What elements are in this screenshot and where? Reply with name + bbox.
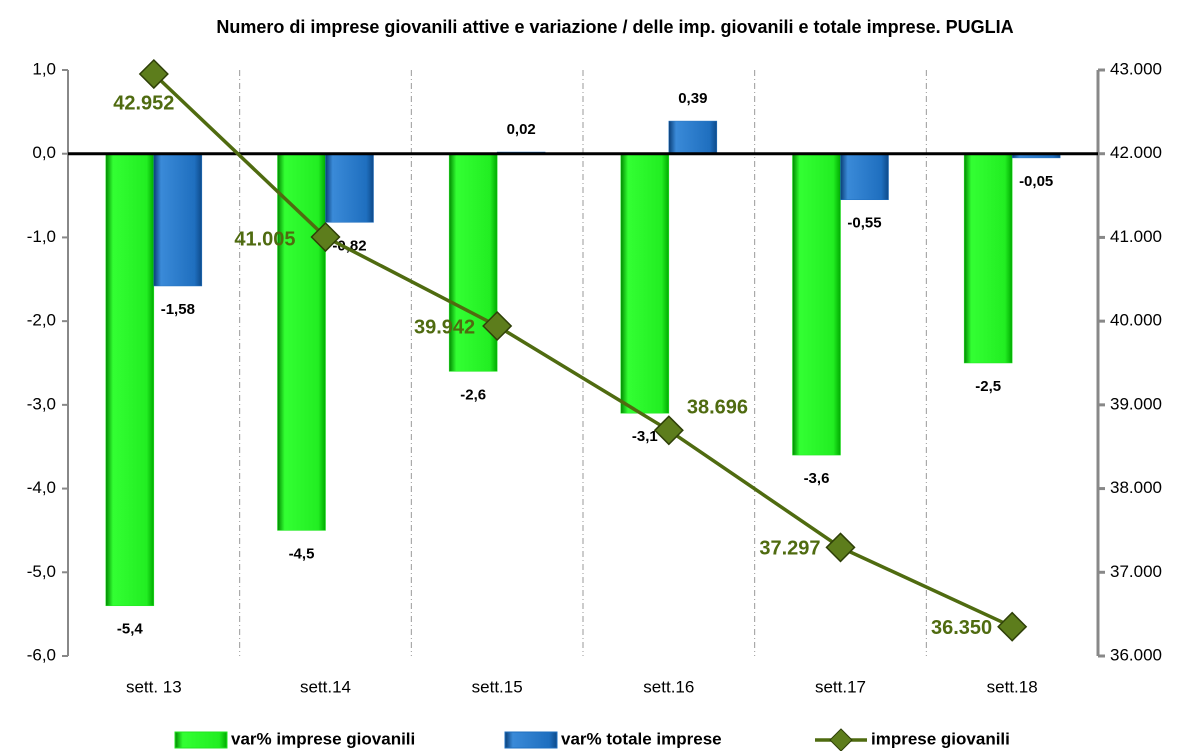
bar: [153, 153, 203, 287]
x-tick-label: sett.16: [643, 677, 694, 696]
legend-swatch: [504, 731, 558, 749]
x-tick-label: sett.18: [987, 677, 1038, 696]
bar: [105, 153, 155, 607]
data-label: -0,55: [847, 215, 881, 232]
line-label: 37.297: [759, 538, 820, 560]
data-label: -2,5: [975, 378, 1001, 395]
line-marker: [482, 310, 513, 342]
bar: [448, 153, 498, 372]
y2-tick-label: 37.000: [1110, 562, 1162, 581]
line-label: 42.952: [113, 92, 174, 114]
y-tick-label: -2,0: [27, 311, 56, 330]
x-tick-label: sett. 13: [126, 677, 182, 696]
line-marker: [653, 415, 684, 446]
y-tick-label: -4,0: [27, 478, 56, 497]
legend-label: imprese giovanili: [871, 729, 1010, 748]
line-label: 36.350: [931, 617, 992, 639]
data-label: -3,1: [632, 428, 658, 445]
y2-tick-label: 40.000: [1110, 311, 1162, 330]
line-marker: [825, 532, 856, 563]
bar: [668, 120, 718, 154]
y-tick-label: -1,0: [27, 227, 56, 246]
y2-tick-label: 36.000: [1110, 645, 1162, 664]
data-label: 0,39: [678, 90, 707, 107]
y-tick-label: -6,0: [27, 645, 56, 664]
line-label: 38.696: [687, 397, 748, 419]
legend-label: var% imprese giovanili: [231, 729, 415, 748]
y2-tick-label: 39.000: [1110, 394, 1162, 413]
y-tick-label: 0,0: [32, 143, 56, 162]
y2-tick-label: 42.000: [1110, 143, 1162, 162]
y2-tick-label: 41.000: [1110, 227, 1162, 246]
bar: [792, 153, 841, 456]
line-marker: [138, 58, 169, 90]
x-tick-label: sett.14: [300, 677, 351, 696]
bar: [325, 153, 374, 223]
data-label: -5,4: [117, 621, 144, 638]
data-label: -4,5: [289, 545, 315, 562]
data-label: -0,82: [332, 237, 366, 254]
y-tick-label: -5,0: [27, 562, 56, 581]
x-tick-label: sett.17: [815, 677, 866, 696]
x-tick-label: sett.15: [472, 677, 523, 696]
y2-tick-label: 38.000: [1110, 478, 1162, 497]
bar: [277, 153, 326, 531]
y2-tick-label: 43.000: [1110, 59, 1162, 78]
bar: [963, 153, 1013, 364]
chart-title: Numero di imprese giovanili attive e var…: [216, 17, 1013, 37]
line-marker: [310, 221, 341, 253]
data-label: -1,58: [161, 301, 195, 318]
bar: [840, 153, 889, 201]
bar: [620, 153, 670, 414]
y-tick-label: -3,0: [27, 394, 56, 413]
data-label: -0,05: [1019, 173, 1053, 190]
line-marker: [997, 611, 1028, 642]
legend-label: var% totale imprese: [561, 729, 722, 748]
line-label: 41.005: [234, 228, 295, 250]
y-tick-label: 1,0: [32, 59, 56, 78]
data-label: -3,6: [804, 470, 830, 487]
line: [152, 72, 1013, 629]
data-label: -2,6: [460, 386, 486, 403]
line-label: 39.942: [414, 316, 475, 338]
data-label: 0,02: [507, 121, 536, 138]
legend-swatch: [174, 731, 228, 749]
legend-marker: [829, 728, 853, 751]
